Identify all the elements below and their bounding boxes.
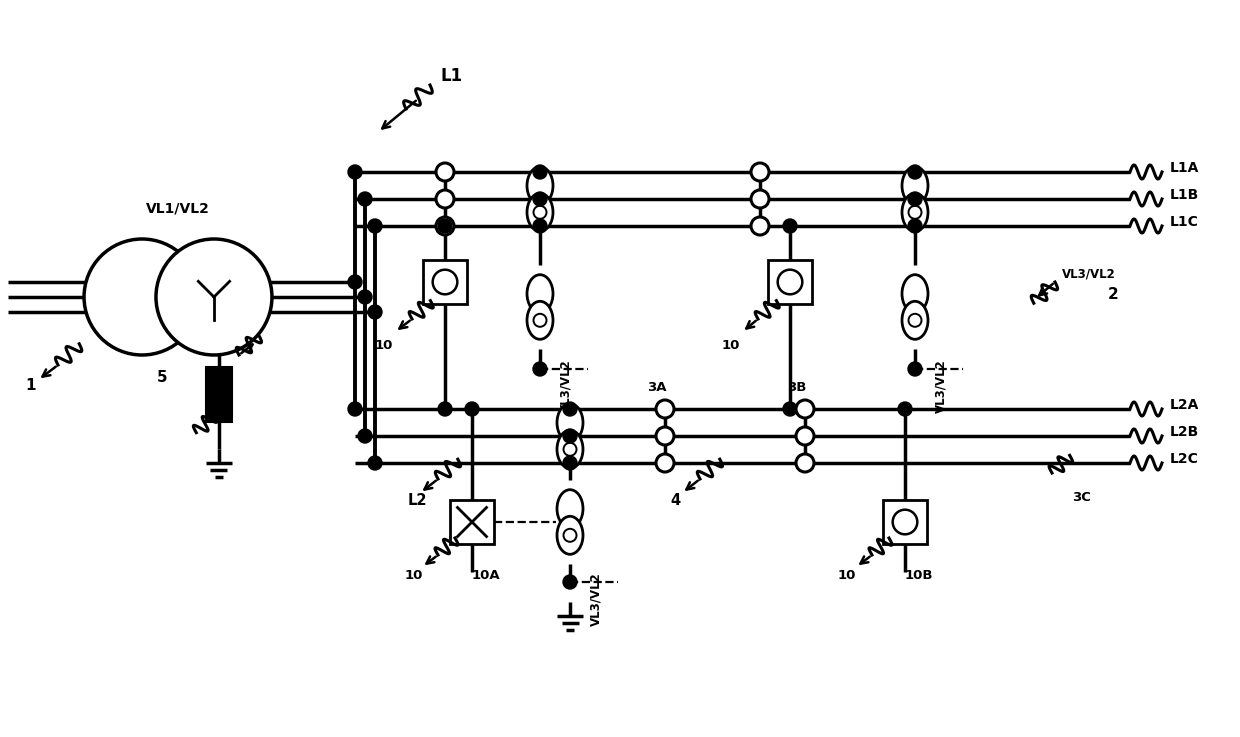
Text: 10A: 10A: [472, 569, 501, 582]
Ellipse shape: [901, 275, 928, 312]
Circle shape: [563, 529, 577, 542]
Text: L2C: L2C: [1171, 452, 1199, 466]
Circle shape: [533, 192, 547, 206]
Circle shape: [656, 400, 675, 418]
Text: 3A: 3A: [647, 381, 667, 394]
Circle shape: [156, 239, 272, 355]
Circle shape: [782, 219, 797, 233]
Text: 2: 2: [1109, 287, 1118, 302]
Bar: [883, 500, 928, 544]
Circle shape: [796, 454, 813, 472]
Circle shape: [751, 163, 769, 181]
Circle shape: [436, 190, 454, 208]
Circle shape: [796, 400, 813, 418]
Text: VL3/VL2: VL3/VL2: [935, 359, 947, 413]
Text: 4: 4: [670, 493, 680, 508]
Text: L2A: L2A: [1171, 398, 1199, 412]
Ellipse shape: [557, 517, 583, 554]
Circle shape: [348, 402, 362, 416]
Text: L1C: L1C: [1171, 215, 1199, 229]
Circle shape: [368, 456, 382, 470]
Text: L1B: L1B: [1171, 188, 1199, 202]
Circle shape: [909, 314, 921, 326]
Text: L1: L1: [440, 67, 463, 85]
Circle shape: [84, 239, 200, 355]
Circle shape: [348, 275, 362, 289]
Circle shape: [368, 305, 382, 319]
Circle shape: [751, 217, 769, 235]
Text: 10: 10: [722, 339, 740, 352]
Ellipse shape: [557, 404, 583, 441]
Text: 10: 10: [838, 569, 857, 582]
Text: L2B: L2B: [1171, 425, 1199, 439]
Circle shape: [893, 510, 918, 534]
Bar: [450, 500, 494, 544]
Circle shape: [533, 219, 547, 233]
Circle shape: [908, 362, 923, 376]
Circle shape: [656, 454, 675, 472]
Circle shape: [563, 402, 577, 416]
Circle shape: [656, 427, 675, 445]
Bar: [768, 260, 812, 304]
Text: 10: 10: [405, 569, 423, 582]
Circle shape: [533, 206, 547, 219]
Text: 10: 10: [374, 339, 393, 352]
Circle shape: [433, 270, 458, 294]
Circle shape: [751, 190, 769, 208]
Text: L1A: L1A: [1171, 161, 1199, 175]
Circle shape: [465, 402, 479, 416]
Circle shape: [533, 362, 547, 376]
Text: VL3/VL2: VL3/VL2: [1061, 267, 1116, 280]
Circle shape: [909, 206, 921, 219]
Text: 3C: 3C: [1073, 491, 1091, 504]
Circle shape: [908, 192, 923, 206]
Ellipse shape: [527, 193, 553, 231]
Circle shape: [908, 219, 923, 233]
Circle shape: [358, 290, 372, 304]
Ellipse shape: [901, 167, 928, 205]
Circle shape: [563, 429, 577, 443]
Text: L2: L2: [408, 493, 428, 508]
Circle shape: [782, 402, 797, 416]
Ellipse shape: [901, 193, 928, 231]
Ellipse shape: [527, 167, 553, 205]
Circle shape: [438, 219, 453, 233]
Circle shape: [796, 427, 813, 445]
Ellipse shape: [557, 489, 583, 528]
Text: 10B: 10B: [905, 569, 934, 582]
Bar: [206, 367, 232, 422]
Text: 5: 5: [157, 370, 167, 385]
Ellipse shape: [901, 301, 928, 339]
Circle shape: [563, 443, 577, 455]
Circle shape: [436, 163, 454, 181]
Text: VL1/VL2: VL1/VL2: [146, 202, 210, 216]
Circle shape: [908, 165, 923, 179]
Circle shape: [563, 575, 577, 589]
Circle shape: [368, 219, 382, 233]
Text: VL3/VL2: VL3/VL2: [589, 572, 603, 626]
Text: 1: 1: [25, 378, 36, 393]
Circle shape: [358, 192, 372, 206]
Text: 3B: 3B: [787, 381, 806, 394]
Circle shape: [348, 165, 362, 179]
Circle shape: [438, 402, 453, 416]
Text: VL3/VL2: VL3/VL2: [559, 359, 573, 413]
Circle shape: [563, 456, 577, 470]
Circle shape: [358, 429, 372, 443]
Circle shape: [533, 165, 547, 179]
Circle shape: [898, 402, 911, 416]
Ellipse shape: [527, 301, 553, 339]
Ellipse shape: [557, 430, 583, 468]
Circle shape: [436, 217, 454, 235]
Circle shape: [533, 314, 547, 326]
Ellipse shape: [527, 275, 553, 312]
Bar: [423, 260, 467, 304]
Circle shape: [777, 270, 802, 294]
